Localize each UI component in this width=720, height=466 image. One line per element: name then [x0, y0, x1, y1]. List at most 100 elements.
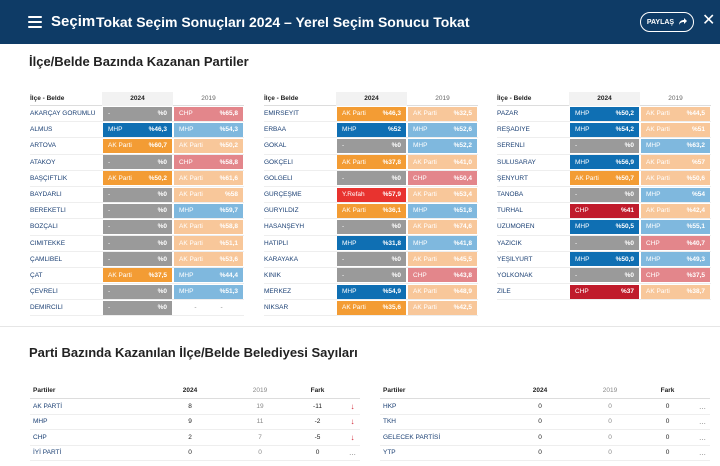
result-pill[interactable]: MHP %54,3	[174, 122, 243, 137]
result-pill[interactable]: CHP %58,8	[174, 155, 243, 170]
district-name[interactable]: ZİLE	[497, 288, 511, 296]
result-pill[interactable]: - %0	[337, 138, 406, 153]
result-pill[interactable]: AK Parti %51	[641, 122, 710, 137]
district-name[interactable]: NİKSAR	[264, 304, 289, 312]
result-pill[interactable]: MHP %54,2	[570, 122, 639, 137]
result-pill[interactable]: AK Parti %44,5	[641, 106, 710, 121]
result-pill[interactable]: - %0	[570, 187, 639, 202]
result-pill[interactable]: - %0	[103, 236, 172, 251]
result-pill[interactable]: - %0	[103, 187, 172, 202]
result-pill[interactable]: AK Parti %32,5	[408, 106, 477, 121]
result-pill[interactable]: AK Parti %53,6	[174, 252, 243, 267]
party-name[interactable]: TKH	[383, 418, 396, 426]
result-pill[interactable]: - %0	[570, 138, 639, 153]
result-pill[interactable]: MHP %51,8	[408, 203, 477, 218]
district-name[interactable]: HASANŞEYH	[264, 223, 305, 231]
result-pill[interactable]: CHP %40,7	[641, 236, 710, 251]
district-name[interactable]: ARTOVA	[30, 142, 57, 150]
result-pill[interactable]: AK Parti %50,2	[174, 138, 243, 153]
party-name[interactable]: YTP	[383, 449, 396, 457]
district-name[interactable]: GÖKAL	[264, 142, 287, 150]
result-pill[interactable]: MHP %52,6	[408, 122, 477, 137]
result-pill[interactable]: CHP %50,4	[408, 171, 477, 186]
result-pill[interactable]: MHP %59,7	[174, 203, 243, 218]
party-name[interactable]: İYİ PARTİ	[33, 449, 62, 457]
district-name[interactable]: DEMİRCİLİ	[30, 304, 63, 312]
result-pill[interactable]: MHP %31,8	[337, 236, 406, 251]
district-name[interactable]: ŞENYURT	[497, 174, 528, 182]
result-pill[interactable]: AK Parti %38,7	[641, 284, 710, 299]
district-name[interactable]: BOZÇALI	[30, 223, 58, 231]
district-name[interactable]: KARAYAKA	[264, 255, 299, 263]
close-icon[interactable]: ✕	[702, 12, 716, 29]
result-pill[interactable]: MHP %55,1	[641, 219, 710, 234]
result-pill[interactable]: AK Parti %35,6	[337, 300, 406, 315]
result-pill[interactable]: - %0	[103, 300, 172, 315]
result-pill[interactable]: MHP %50,5	[570, 219, 639, 234]
district-name[interactable]: AKARÇAY GÖRÜMLÜ	[30, 110, 96, 118]
result-pill[interactable]: MHP %54,9	[337, 284, 406, 299]
result-pill[interactable]: AK Parti %46,3	[337, 106, 406, 121]
result-pill[interactable]: AK Parti %50,2	[103, 171, 172, 186]
party-name[interactable]: AK PARTİ	[33, 402, 63, 410]
result-pill[interactable]: AK Parti %50,7	[570, 171, 639, 186]
result-pill[interactable]: - %0	[337, 268, 406, 283]
district-name[interactable]: SULUSARAY	[497, 158, 536, 166]
district-name[interactable]: TANOBA	[497, 191, 524, 199]
result-pill[interactable]: MHP %54	[641, 187, 710, 202]
district-name[interactable]: PAZAR	[497, 110, 519, 118]
result-pill[interactable]: MHP %50,2	[570, 106, 639, 121]
district-name[interactable]: ÇAT	[30, 271, 43, 279]
result-pill[interactable]: Y.Refah %57,9	[337, 187, 406, 202]
district-name[interactable]: BAŞÇİFTLİK	[30, 174, 68, 182]
result-pill[interactable]: - %0	[103, 252, 172, 267]
district-name[interactable]: ERBAA	[264, 126, 287, 134]
result-pill[interactable]: - %0	[570, 236, 639, 251]
result-pill[interactable]: MHP %51,3	[174, 284, 243, 299]
result-pill[interactable]: - %0	[337, 252, 406, 267]
district-name[interactable]: EMİRSEYİT	[264, 110, 300, 118]
result-pill[interactable]: MHP %56,9	[570, 155, 639, 170]
share-button[interactable]: PAYLAŞ	[640, 12, 694, 32]
result-pill[interactable]: MHP %41,8	[408, 236, 477, 251]
result-pill[interactable]: - %0	[103, 155, 172, 170]
result-pill[interactable]: MHP %52	[337, 122, 406, 137]
result-pill[interactable]: AK Parti %60,7	[103, 138, 172, 153]
result-pill[interactable]: - %0	[103, 106, 172, 121]
menu-icon[interactable]	[28, 16, 42, 28]
result-pill[interactable]: AK Parti %42,5	[408, 300, 477, 315]
district-name[interactable]: ÇAMLIBEL	[30, 255, 63, 263]
district-name[interactable]: GÜRYILDIZ	[264, 207, 299, 215]
result-pill[interactable]: - %0	[337, 219, 406, 234]
result-pill[interactable]: MHP %52,2	[408, 138, 477, 153]
district-name[interactable]: REŞADİYE	[497, 126, 530, 134]
result-pill[interactable]: AK Parti %48,9	[408, 284, 477, 299]
district-name[interactable]: YAZICIK	[497, 239, 522, 247]
result-pill[interactable]: - %0	[103, 219, 172, 234]
result-pill[interactable]: AK Parti %58	[174, 187, 243, 202]
result-pill[interactable]: AK Parti %42,4	[641, 203, 710, 218]
district-name[interactable]: ATAKÖY	[30, 158, 56, 166]
district-name[interactable]: KINIK	[264, 271, 281, 279]
result-pill[interactable]: - %0	[570, 268, 639, 283]
district-name[interactable]: BAYDARLI	[30, 191, 62, 199]
result-pill[interactable]: CHP %37,5	[641, 268, 710, 283]
district-name[interactable]: MERKEZ	[264, 288, 292, 296]
result-pill[interactable]: MHP %46,3	[103, 122, 172, 137]
result-pill[interactable]: AK Parti %51,1	[174, 236, 243, 251]
party-name[interactable]: MHP	[33, 418, 48, 426]
result-pill[interactable]: CHP %65,8	[174, 106, 243, 121]
result-pill[interactable]: AK Parti %37,5	[103, 268, 172, 283]
result-pill[interactable]: MHP %63,2	[641, 138, 710, 153]
result-pill[interactable]: - %0	[337, 171, 406, 186]
result-pill[interactable]: AK Parti %57	[641, 155, 710, 170]
result-pill[interactable]: CHP %43,8	[408, 268, 477, 283]
district-name[interactable]: ALMUS	[30, 126, 53, 134]
result-pill[interactable]: MHP %49,3	[641, 252, 710, 267]
result-pill[interactable]: CHP %41	[570, 203, 639, 218]
district-name[interactable]: BEREKETLİ	[30, 207, 66, 215]
district-name[interactable]: ÇEVRELİ	[30, 288, 58, 296]
result-pill[interactable]: CHP %37	[570, 284, 639, 299]
result-pill[interactable]: AK Parti %37,8	[337, 155, 406, 170]
district-name[interactable]: YEŞİLYURT	[497, 255, 533, 263]
